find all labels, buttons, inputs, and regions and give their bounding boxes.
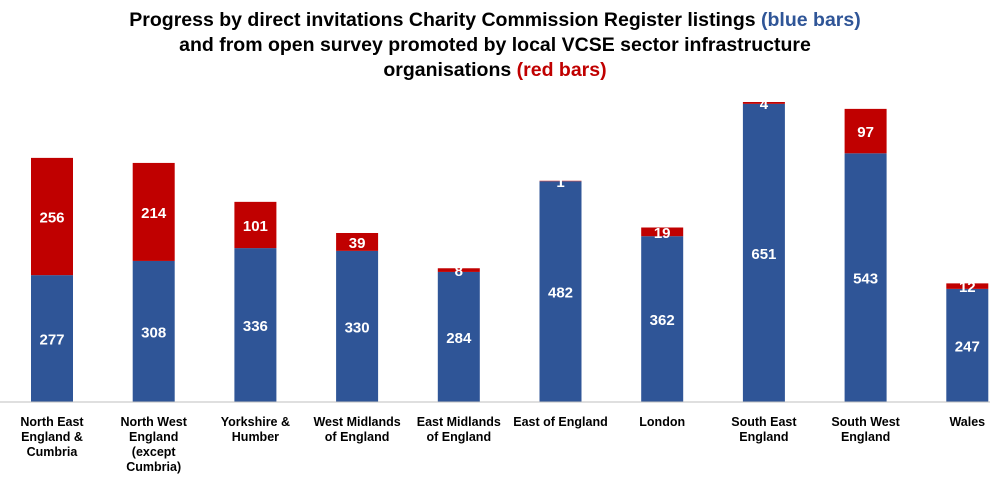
data-label-red-7: 4 (760, 96, 769, 113)
data-label-red-9: 12 (959, 279, 976, 296)
data-label-red-1: 214 (141, 205, 167, 222)
data-label-blue-7: 651 (751, 246, 776, 263)
category-label-4: of England (427, 430, 492, 444)
category-label-1: (except (132, 445, 177, 459)
data-label-red-4: 8 (455, 263, 463, 280)
category-label-2: Humber (232, 430, 279, 444)
bar-red-2 (234, 201, 277, 249)
data-label-blue-9: 247 (955, 338, 980, 355)
data-label-blue-3: 330 (345, 319, 370, 336)
category-label-8: England (841, 430, 890, 444)
title-line3: organisations (383, 59, 512, 81)
category-label-8: South West (831, 415, 900, 429)
title-line1: Progress by direct invitations Charity C… (129, 9, 756, 31)
data-label-red-2: 101 (243, 218, 268, 235)
data-label-red-0: 256 (39, 210, 64, 227)
bar-blue-5 (539, 181, 582, 402)
title-red-highlight: (red bars) (516, 59, 607, 81)
category-label-3: of England (325, 430, 390, 444)
chart-title: Progress by direct invitations Charity C… (0, 8, 990, 83)
bar-blue-3 (336, 250, 379, 402)
bar-blue-4 (437, 271, 480, 402)
category-label-1: Cumbria) (126, 460, 181, 474)
data-label-blue-8: 543 (853, 271, 878, 288)
data-label-red-3: 39 (349, 235, 366, 252)
bar-red-9 (946, 283, 989, 289)
data-label-red-6: 19 (654, 225, 671, 242)
data-label-blue-1: 308 (141, 324, 166, 341)
bar-blue-9 (946, 288, 989, 402)
category-label-5: East of England (513, 415, 607, 429)
title-blue-highlight: (blue bars) (761, 9, 861, 31)
data-label-blue-6: 362 (650, 312, 675, 329)
data-label-red-5: 1 (556, 174, 564, 191)
category-label-2: Yorkshire & (221, 415, 290, 429)
category-label-6: London (639, 415, 685, 429)
category-label-0: Cumbria (27, 445, 79, 459)
data-label-blue-2: 336 (243, 318, 268, 335)
bar-blue-1 (132, 260, 175, 402)
data-label-blue-5: 482 (548, 285, 573, 302)
bar-red-7 (742, 102, 785, 104)
bar-red-6 (641, 227, 684, 237)
data-label-blue-0: 277 (39, 332, 64, 349)
bar-red-8 (844, 108, 887, 154)
bar-blue-7 (742, 103, 785, 402)
bar-red-1 (132, 162, 175, 261)
category-label-7: South East (731, 415, 797, 429)
bar-red-0 (31, 157, 73, 276)
category-label-9: Wales (949, 415, 985, 429)
category-label-3: West Midlands (313, 415, 400, 429)
data-label-blue-4: 284 (446, 330, 472, 347)
category-label-4: East Midlands (417, 415, 501, 429)
category-label-7: England (739, 430, 788, 444)
category-label-0: North East (20, 415, 84, 429)
category-label-1: England (129, 430, 178, 444)
category-label-1: North West (120, 415, 187, 429)
bar-blue-0 (31, 275, 73, 402)
bar-blue-6 (641, 236, 684, 402)
bar-blue-8 (844, 153, 887, 402)
title-line2: and from open survey promoted by local V… (179, 34, 811, 56)
data-label-red-8: 97 (857, 124, 874, 141)
bar-blue-2 (234, 248, 277, 402)
bar-red-3 (336, 232, 379, 251)
bar-red-4 (437, 268, 480, 272)
category-label-0: England & (21, 430, 83, 444)
